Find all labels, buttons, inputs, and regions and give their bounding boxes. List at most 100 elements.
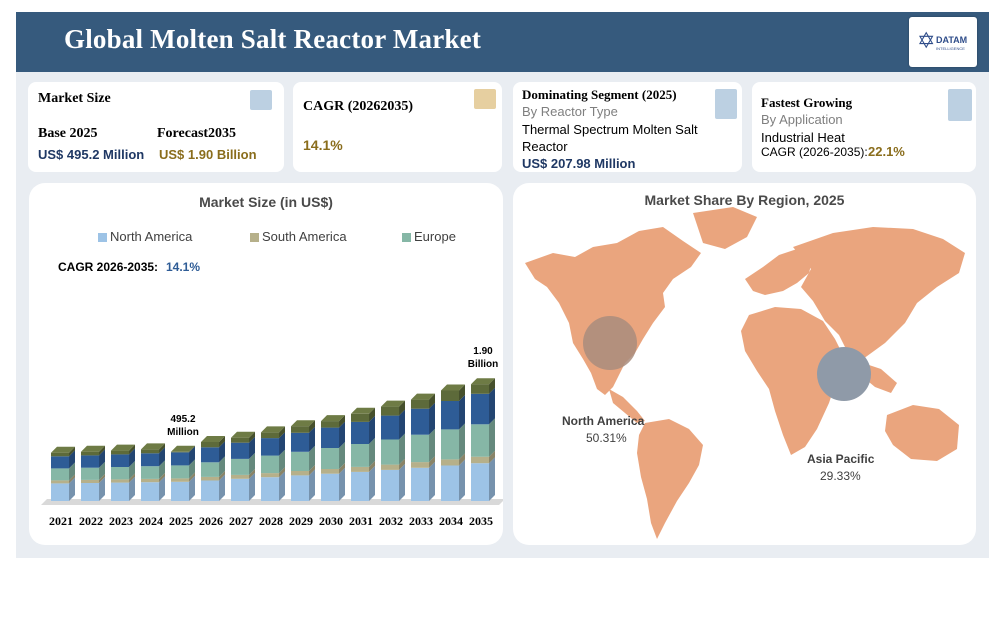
bar-segment-side — [279, 449, 285, 474]
bar-segment — [141, 478, 159, 483]
bar-segment — [231, 437, 249, 443]
bar-segment-side — [249, 452, 255, 475]
bar-top — [351, 407, 375, 414]
x-tick-label: 2024 — [139, 514, 163, 528]
bar-segment-side — [489, 418, 495, 457]
stacked-bar-chart: 2021 2022 2023 2024 2025 495.2 Million 2026 2027… — [41, 346, 503, 528]
bar-segment — [51, 468, 69, 481]
bar-segment — [51, 480, 69, 484]
bar-segment-side — [339, 442, 345, 469]
fastest-cagr-value: 22.1% — [868, 144, 905, 159]
bar-segment-side — [99, 445, 105, 456]
bar-segment — [471, 463, 489, 501]
bar-segment-side — [249, 472, 255, 501]
data-label: Billion — [468, 359, 499, 370]
bar-segment — [381, 464, 399, 470]
bar-segment-side — [339, 421, 345, 448]
fastest-segment: Industrial Heat — [761, 130, 845, 145]
bar-segment-side — [189, 459, 195, 479]
bar-segment — [201, 476, 219, 481]
bar-segment — [81, 483, 99, 501]
bar-segment-side — [189, 472, 195, 482]
bar-segment-side — [279, 432, 285, 456]
bar-segment — [81, 479, 99, 483]
x-tick-label: 2034 — [439, 514, 463, 528]
bar-segment — [261, 438, 279, 456]
africa-landmass — [741, 307, 845, 455]
bar-segment-side — [489, 378, 495, 394]
dominating-segment-line2: Reactor — [522, 139, 568, 154]
logo-subtitle: INTELLIGENCE — [936, 46, 965, 51]
bar-segment-side — [279, 471, 285, 501]
bar-segment-side — [129, 476, 135, 501]
fastest-by: By Application — [761, 112, 843, 127]
x-tick-label: 2035 — [469, 514, 493, 528]
market-size-chart-panel: Market Size (in US$) North America South… — [29, 183, 503, 545]
bar-segment-side — [249, 468, 255, 479]
europe-landmass — [745, 249, 813, 295]
bar-top — [471, 378, 495, 385]
x-tick-label: 2021 — [49, 514, 73, 528]
bar-segment-side — [129, 448, 135, 467]
bar-segment — [171, 478, 189, 482]
logo-name: DATAM — [936, 35, 968, 45]
bar-segment-side — [99, 461, 105, 480]
north-america-label: North America — [562, 414, 645, 428]
bar-segment-side — [309, 465, 315, 476]
bar-segment-side — [99, 449, 105, 468]
bar-segment-side — [129, 461, 135, 480]
bar-segment — [81, 467, 99, 480]
bar-segment — [411, 462, 429, 468]
bar-segment-side — [69, 477, 75, 501]
bar-segment — [291, 426, 309, 433]
x-tick-label: 2031 — [349, 514, 373, 528]
north-america-share-bubble — [583, 316, 637, 370]
page-title: Global Molten Salt Reactor Market — [64, 24, 482, 54]
bar-segment — [201, 480, 219, 501]
bar-top — [261, 426, 285, 433]
bar-segment — [111, 482, 129, 501]
bar-segment — [291, 432, 309, 452]
x-tick-label: 2032 — [379, 514, 403, 528]
world-map — [525, 207, 965, 539]
bar-segment-side — [399, 463, 405, 501]
bar-segment-side — [429, 461, 435, 501]
bar-segment-side — [219, 441, 225, 463]
bar-segment — [171, 465, 189, 479]
bar-segment-side — [309, 445, 315, 471]
base-label: Base 2025 — [38, 126, 98, 141]
bar-segment-side — [429, 393, 435, 409]
bar-segment-side — [399, 400, 405, 416]
bar-segment — [321, 421, 339, 428]
bar-segment-side — [489, 450, 495, 464]
central-america-landmass — [609, 389, 645, 423]
bar-segment — [291, 451, 309, 471]
bar-segment-side — [399, 409, 405, 440]
bar-segment-side — [159, 460, 165, 479]
dominating-segment-line1: Thermal Spectrum Molten Salt — [522, 122, 698, 137]
bar-segment — [141, 449, 159, 454]
bar-segment-side — [309, 426, 315, 452]
card-square-icon — [948, 89, 972, 121]
bar-segment — [201, 442, 219, 448]
bar-top — [291, 420, 315, 427]
bar-segment-side — [489, 457, 495, 501]
bar-segment — [291, 471, 309, 476]
asia-pacific-label: Asia Pacific — [807, 452, 875, 466]
bar-top — [321, 415, 345, 422]
cagr-card: CAGR (20262035) 14.1% — [293, 82, 502, 172]
dominating-segment-card: Dominating Segment (2025) By Reactor Typ… — [513, 82, 742, 172]
bar-segment — [51, 452, 69, 457]
bar-segment — [201, 447, 219, 463]
bar-segment — [141, 466, 159, 479]
x-tick-label: 2033 — [409, 514, 433, 528]
bar-segment-side — [339, 467, 345, 501]
bar-segment-side — [189, 446, 195, 466]
bar-segment — [441, 459, 459, 466]
bar-segment-side — [339, 415, 345, 428]
legend-swatch-north-america — [98, 233, 107, 242]
card-square-icon — [715, 89, 737, 119]
bar-segment-side — [99, 473, 105, 483]
bar-segment-side — [309, 420, 315, 433]
bar-segment — [231, 442, 249, 459]
